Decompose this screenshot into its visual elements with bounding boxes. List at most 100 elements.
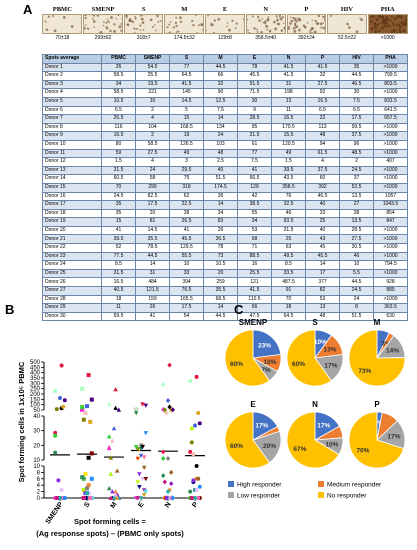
data-point	[61, 404, 66, 409]
table-cell: 33.5	[271, 268, 306, 279]
table-cell: 885	[373, 286, 408, 296]
pie-title: P	[374, 400, 380, 409]
table-cell: 34	[101, 79, 136, 90]
table-cell: 94	[305, 139, 340, 150]
data-point	[80, 407, 85, 412]
table-cell: 11	[271, 105, 306, 116]
table-cell: 2	[339, 157, 374, 167]
table-row: Donor 2 58.5 25.5 64.5 66 45.5 41.5 32 44.5 799.5	[42, 71, 408, 81]
table-cell: 58.5	[101, 71, 136, 81]
legend-label: No responder	[327, 493, 367, 500]
table-cell: 66.5	[237, 174, 272, 184]
data-point	[164, 495, 169, 501]
donor-name-cell: Donor 2	[42, 71, 102, 81]
table-cell: 22.5	[169, 200, 204, 210]
table-cell: 41	[237, 165, 272, 176]
data-point	[81, 496, 86, 500]
y-tick-label: 40	[33, 414, 40, 420]
data-point	[53, 433, 58, 438]
table-row: Donor 18 35 20 38 34 55 46 33 38 854	[42, 208, 408, 219]
table-cell: 16.5	[305, 96, 340, 107]
data-point	[54, 496, 59, 500]
table-cell: 4	[135, 114, 170, 124]
table-cell: 1057	[373, 191, 408, 202]
table-cell: 25	[305, 217, 340, 227]
table-cell: 803.5	[373, 79, 408, 90]
legend-label: Medium responder	[327, 482, 382, 489]
donor-name-cell: Donor 6	[42, 105, 102, 116]
table-cell: 40.5	[101, 286, 136, 296]
table-cell: 2	[135, 131, 170, 141]
pie-slice-label: 60%	[230, 443, 243, 450]
table-cell: 14	[305, 260, 340, 270]
pie-legend: High responder Medium responder Low respon…	[228, 481, 382, 500]
well-label: SMENP	[91, 6, 115, 13]
table-cell: >1000	[373, 88, 408, 98]
pie-slice-label: 60%	[292, 361, 305, 368]
well-label: HIV	[340, 6, 354, 13]
table-cell: 794.5	[373, 260, 408, 270]
donor-name-cell: Donor 3	[42, 79, 102, 90]
panel-b-chart: B Spot forming cells in 1x10⁵ PBMC 02468…	[5, 302, 205, 538]
y-tick-label: 450	[30, 365, 41, 371]
table-cell: 3	[169, 157, 204, 167]
table-cell: 40	[305, 200, 340, 210]
data-point	[194, 374, 199, 379]
data-point	[86, 373, 91, 378]
table-cell: 43	[305, 234, 340, 245]
table-cell: 58.5	[135, 139, 170, 150]
pie-slice	[252, 329, 282, 359]
table-cell: 799.5	[373, 71, 408, 81]
data-point	[106, 486, 112, 491]
table-row: Donor 30 59.5 41 54 44.5 47.5 64.5 48 51.5 630	[42, 311, 408, 322]
table-cell: 22	[305, 114, 340, 124]
donor-name-cell: Donor 23	[42, 251, 102, 262]
y-tick-label: 4	[37, 483, 41, 489]
y-tick-label: 500	[30, 360, 41, 366]
donor-name-cell: Donor 27	[42, 286, 102, 296]
table-cell: 32	[305, 71, 340, 81]
well-value: 299±62	[94, 35, 112, 41]
data-point	[143, 477, 149, 482]
table-cell: 5	[169, 105, 204, 116]
table-cell: 31	[135, 268, 170, 279]
y-tick-label: 100	[30, 403, 41, 409]
table-cell: 90	[203, 88, 238, 98]
table-cell: 38.5	[237, 200, 272, 210]
table-cell: 174.5	[203, 182, 238, 193]
pie-slice-label: 13%	[323, 347, 336, 354]
table-cell: 394	[169, 277, 204, 288]
pies-group: SMENP23%10%7%60%S10%13%17%60%M3%14%73%E1…	[224, 318, 406, 469]
data-point	[161, 449, 166, 455]
well-values: 70±18 299±62 318±7 174.5±32 129±8 358.5±40 392…	[42, 35, 408, 41]
data-point	[111, 426, 117, 431]
x-tick-label: SMENP	[45, 501, 65, 526]
table-cell: 6.5	[305, 105, 340, 116]
data-point	[141, 465, 147, 470]
table-cell: 33	[169, 268, 204, 279]
legend-swatch	[318, 481, 324, 487]
table-cell: 60	[305, 174, 340, 184]
table-cell: 41	[101, 225, 136, 236]
table-cell: 45.5	[305, 251, 340, 262]
table-cell: 20	[203, 268, 238, 279]
table-cell: 168.5	[169, 122, 204, 133]
table-cell: 41.5	[237, 286, 272, 296]
table-cell: 116	[101, 122, 136, 133]
data-point	[189, 426, 194, 431]
data-point	[106, 445, 112, 451]
table-cell: 45.5	[237, 71, 272, 81]
data-point	[53, 430, 58, 435]
table-cell: 46	[271, 208, 306, 219]
well-label: PHA	[380, 6, 395, 13]
pie-slice-label: 23%	[258, 342, 271, 349]
data-point	[89, 451, 94, 456]
data-point	[167, 362, 172, 368]
pie-slice-label: 17%	[317, 423, 330, 430]
data-point	[85, 491, 89, 496]
data-point	[196, 476, 201, 481]
table-row: Donor 6 6.5 2 5 7.5 9 11 6.5 6.5 641.5	[42, 105, 408, 116]
table-cell: 63	[271, 243, 306, 253]
table-cell: 68	[237, 234, 272, 245]
table-cell: 4	[135, 157, 170, 167]
